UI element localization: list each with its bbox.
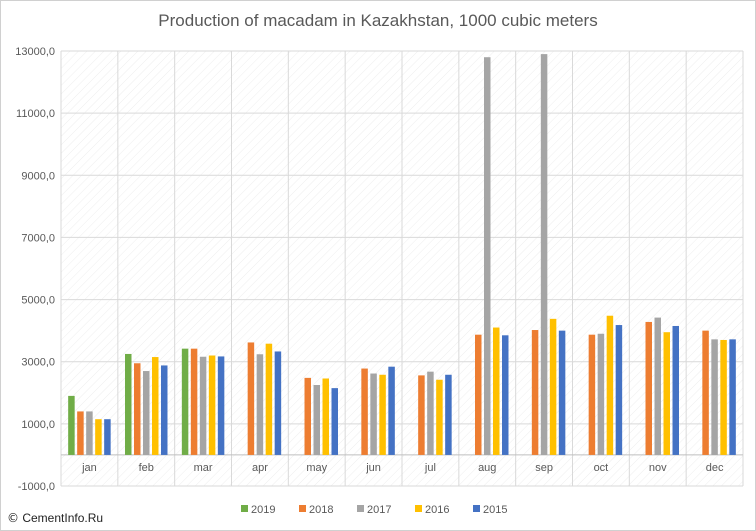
bar-2018-jul bbox=[418, 375, 425, 455]
y-tick-label: 9000,0 bbox=[21, 170, 55, 182]
bar-2017-feb bbox=[143, 371, 150, 455]
x-category-label: feb bbox=[139, 462, 154, 474]
bar-2016-may bbox=[322, 378, 329, 455]
bar-2018-mar bbox=[190, 348, 198, 455]
x-category-label: mar bbox=[194, 462, 213, 474]
copyright-icon: © bbox=[7, 511, 19, 525]
bar-2017-jul bbox=[427, 371, 434, 455]
legend-swatch-2017 bbox=[357, 505, 364, 512]
bar-2016-dec bbox=[720, 339, 727, 455]
x-category-label: jun bbox=[365, 462, 381, 474]
y-tick-label: 3000,0 bbox=[21, 357, 55, 369]
x-category-label: dec bbox=[706, 462, 724, 474]
bar-2018-sep bbox=[531, 330, 539, 455]
bar-2016-jul bbox=[436, 379, 443, 455]
legend-label-2016: 2016 bbox=[425, 504, 449, 516]
bar-2017-sep bbox=[540, 54, 548, 455]
bar-2016-oct bbox=[606, 315, 614, 455]
bar-2015-jul bbox=[445, 374, 452, 455]
bar-2016-jan bbox=[95, 419, 102, 455]
x-category-label: oct bbox=[594, 462, 609, 474]
bar-2018-jun bbox=[361, 368, 368, 455]
bar-2018-feb bbox=[134, 363, 141, 455]
y-tick-label: 1000,0 bbox=[21, 419, 55, 431]
bar-2015-dec bbox=[729, 339, 736, 455]
bar-2017-aug bbox=[484, 57, 491, 455]
y-tick-label: 7000,0 bbox=[21, 232, 55, 244]
bar-2016-mar bbox=[208, 355, 216, 455]
bar-2015-oct bbox=[615, 325, 623, 455]
y-tick-label: 5000,0 bbox=[21, 295, 55, 307]
legend-label-2018: 2018 bbox=[309, 504, 333, 516]
bar-2017-oct bbox=[597, 333, 605, 455]
legend-swatch-2019 bbox=[241, 505, 248, 512]
watermark: © CementInfo.Ru bbox=[7, 511, 103, 525]
bar-2018-nov bbox=[645, 321, 652, 455]
legend-label-2015: 2015 bbox=[483, 504, 507, 516]
x-category-label: may bbox=[306, 462, 327, 474]
bar-2015-mar bbox=[217, 356, 225, 455]
bar-2017-dec bbox=[711, 339, 718, 455]
bar-2017-jan bbox=[86, 411, 93, 455]
y-tick-label: 11000,0 bbox=[16, 108, 55, 120]
bar-2016-feb bbox=[152, 357, 159, 455]
bar-2017-may bbox=[313, 385, 320, 455]
bar-2018-oct bbox=[588, 334, 596, 455]
bar-2016-aug bbox=[493, 327, 500, 455]
bar-2015-aug bbox=[502, 335, 509, 455]
legend-swatch-2015 bbox=[473, 505, 480, 512]
legend-swatch-2016 bbox=[415, 505, 422, 512]
bar-2015-jun bbox=[388, 366, 395, 455]
bar-2017-jun bbox=[370, 373, 377, 455]
bar-2018-may bbox=[304, 377, 311, 455]
watermark-text: CementInfo.Ru bbox=[22, 511, 104, 525]
bar-2015-feb bbox=[161, 365, 168, 455]
bar-2015-sep bbox=[558, 330, 566, 455]
x-category-label: sep bbox=[535, 462, 553, 474]
chart-title: Production of macadam in Kazakhstan, 100… bbox=[158, 11, 598, 30]
bar-2017-mar bbox=[199, 356, 207, 455]
bar-2015-apr bbox=[274, 351, 282, 455]
bar-2018-dec bbox=[702, 330, 709, 455]
bar-2015-jan bbox=[104, 419, 111, 455]
bar-2018-apr bbox=[247, 342, 255, 455]
bar-2015-may bbox=[331, 388, 338, 455]
legend-label-2019: 2019 bbox=[251, 504, 275, 516]
bar-2016-apr bbox=[265, 343, 273, 455]
bar-2019-jan bbox=[68, 395, 75, 455]
bar-2019-mar bbox=[181, 348, 189, 455]
bar-2016-sep bbox=[549, 318, 557, 455]
x-category-label: jan bbox=[81, 462, 97, 474]
bar-2018-jan bbox=[77, 411, 84, 455]
bar-2016-jun bbox=[379, 374, 386, 455]
bar-2017-nov bbox=[654, 317, 661, 455]
legend-swatch-2018 bbox=[299, 505, 306, 512]
bar-2017-apr bbox=[256, 354, 264, 455]
bar-2019-feb bbox=[125, 353, 132, 455]
x-category-label: nov bbox=[649, 462, 667, 474]
y-tick-label: 13000,0 bbox=[15, 46, 55, 58]
bar-2018-aug bbox=[475, 334, 482, 455]
x-category-label: jul bbox=[424, 462, 436, 474]
y-tick-label: -1000,0 bbox=[18, 481, 55, 493]
bar-2015-nov bbox=[672, 325, 679, 455]
legend-label-2017: 2017 bbox=[367, 504, 391, 516]
x-category-label: aug bbox=[478, 462, 496, 474]
x-category-label: apr bbox=[252, 462, 268, 474]
bar-2016-nov bbox=[663, 332, 670, 455]
